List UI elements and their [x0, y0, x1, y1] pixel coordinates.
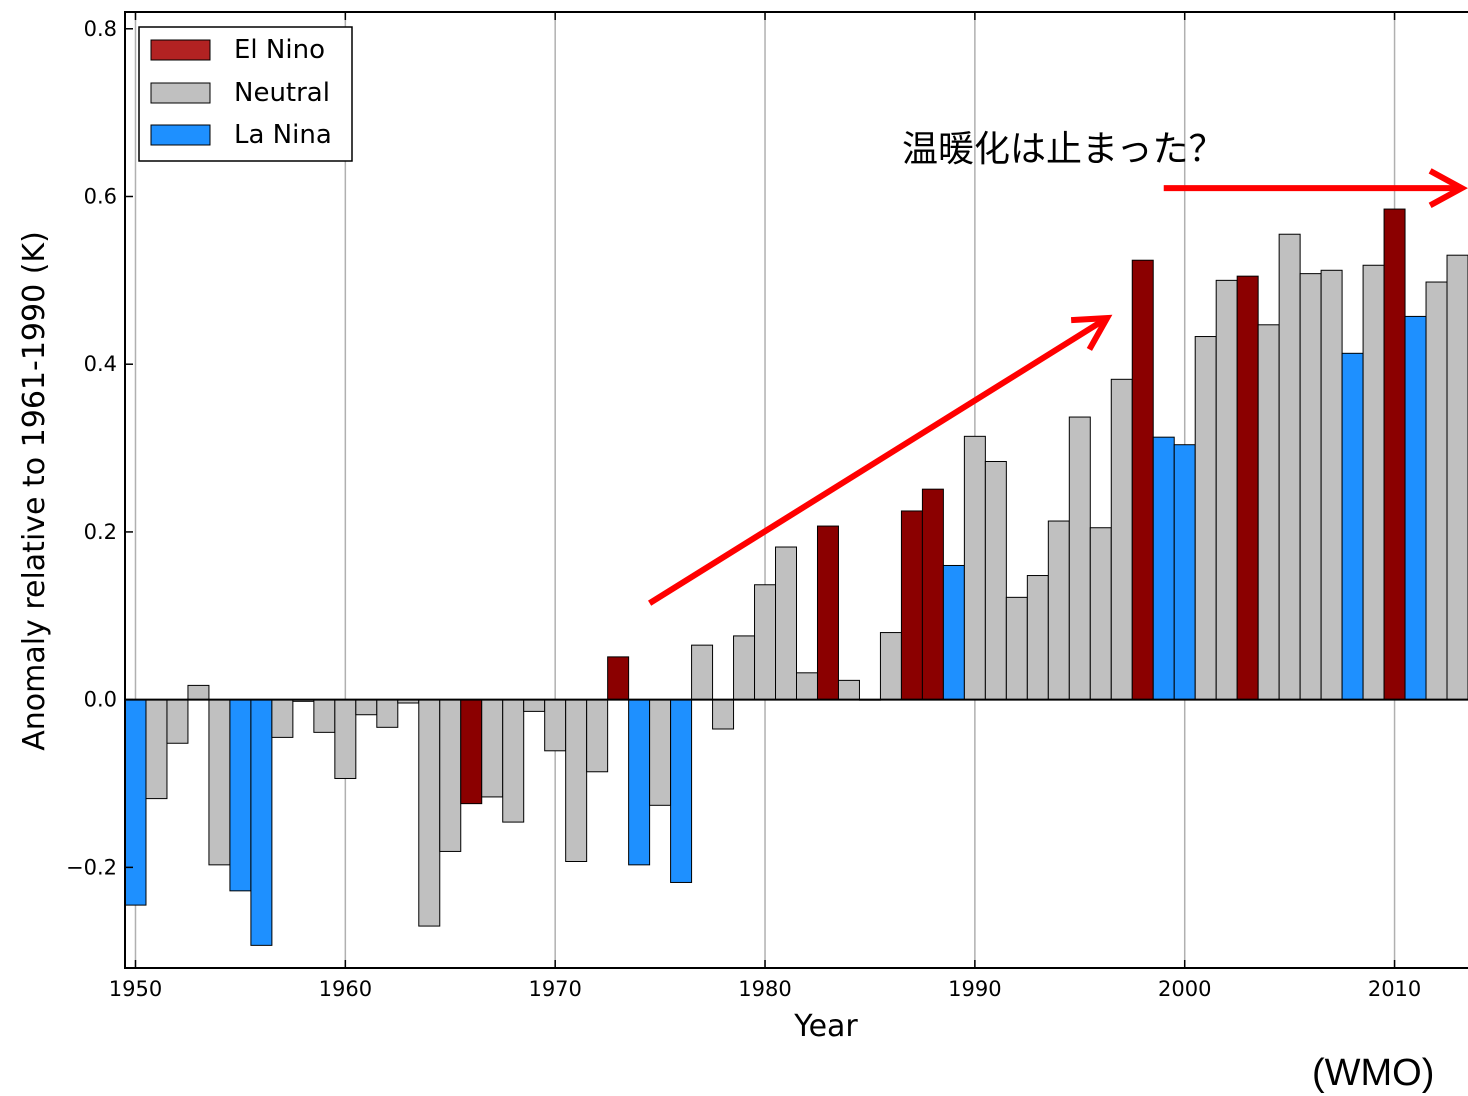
- bar-1972-neutral: [586, 699, 609, 773]
- bar-1969-neutral: [523, 699, 546, 712]
- bar-1984-neutral: [837, 679, 860, 701]
- bar-1973-el-nino: [607, 656, 630, 701]
- annotation-arrows: [648, 168, 1468, 606]
- bar-2012-neutral: [1425, 281, 1448, 701]
- bar-1982-neutral: [796, 672, 818, 701]
- bar-1997-neutral: [1110, 378, 1133, 701]
- bar-1950-la-nina: [124, 699, 147, 906]
- bar-1981-neutral: [775, 546, 797, 701]
- bar-2009-neutral: [1362, 264, 1385, 701]
- bar-1975-neutral: [649, 699, 672, 806]
- y-axis-label: Anomaly relative to 1961-1990 (K): [17, 231, 52, 751]
- bar-1951-neutral: [145, 699, 168, 800]
- bar-1956-la-nina: [250, 699, 273, 946]
- bar-2008-la-nina: [1341, 352, 1364, 701]
- legend-swatch-neutral: [150, 82, 211, 104]
- bar-1995-neutral: [1068, 416, 1091, 701]
- bar-2006-neutral: [1299, 273, 1322, 701]
- bar-2011-la-nina: [1404, 315, 1427, 701]
- x-tick-label-2000: 2000: [1158, 977, 1211, 1001]
- bar-1999-la-nina: [1152, 436, 1175, 701]
- source-label: (WMO): [1312, 1052, 1434, 1094]
- y-tick-label-2: 0.2: [84, 520, 117, 544]
- bars: [124, 208, 1468, 946]
- x-axis-label: Year: [793, 1009, 858, 1044]
- bar-1992-neutral: [1005, 596, 1028, 701]
- bar-1954-neutral: [208, 699, 231, 866]
- red-arrow-1: [648, 314, 1113, 606]
- x-axis-ticks: 1950 1960 1970 1980 1990 2000 2010: [109, 12, 1421, 1001]
- bar-1990-neutral: [963, 435, 986, 701]
- bar-1965-neutral: [439, 699, 462, 852]
- bar-1962-neutral: [376, 699, 399, 728]
- y-tick-label-4: 0.6: [84, 184, 117, 208]
- bar-1986-neutral: [879, 632, 902, 701]
- red-arrow-2: [1163, 168, 1468, 208]
- bar-1983-el-nino: [816, 525, 839, 701]
- legend-swatch-la-nina: [150, 124, 211, 146]
- bar-1970-neutral: [544, 699, 567, 752]
- y-axis-ticks: −0.2 0.0 0.2 0.4 0.6 0.8: [66, 17, 133, 879]
- bar-2000-la-nina: [1173, 444, 1196, 701]
- x-tick-label-1950: 1950: [109, 977, 162, 1001]
- bar-1991-neutral: [984, 460, 1007, 701]
- bar-1957-neutral: [271, 699, 294, 738]
- bar-1976-la-nina: [670, 699, 693, 883]
- bar-2007-neutral: [1320, 269, 1343, 701]
- annotation-warming-stopped: 温暖化は止まった？: [902, 129, 1225, 170]
- x-tick-label-2010: 2010: [1368, 977, 1421, 1001]
- y-tick-label-3: 0.4: [84, 352, 117, 376]
- x-tick-label-1990: 1990: [948, 977, 1001, 1001]
- bar-2003-el-nino: [1236, 275, 1259, 701]
- legend-label-neutral: Neutral: [234, 78, 330, 108]
- arrow-head-2: [1428, 168, 1468, 208]
- bar-1979-neutral: [733, 635, 756, 701]
- arrow-head-1: [1070, 314, 1113, 351]
- bar-1977-neutral: [691, 644, 714, 701]
- plot-frame: [124, 11, 1468, 969]
- bar-2001-neutral: [1194, 336, 1217, 701]
- bar-2004-neutral: [1257, 324, 1280, 701]
- bar-1989-la-nina: [942, 564, 965, 701]
- arrow-shaft-1: [648, 315, 1109, 606]
- bar-2002-neutral: [1215, 279, 1238, 701]
- bar-1971-neutral: [565, 699, 588, 862]
- bar-2010-el-nino: [1383, 208, 1406, 701]
- bar-1968-neutral: [502, 699, 525, 823]
- bar-1955-la-nina: [229, 699, 252, 892]
- bar-1996-neutral: [1089, 527, 1112, 701]
- bar-2005-neutral: [1278, 233, 1301, 701]
- legend: El Nino Neutral La Nina: [138, 26, 353, 162]
- bar-1953-neutral: [187, 684, 210, 701]
- bar-1998-el-nino: [1131, 259, 1154, 701]
- bar-1974-la-nina: [628, 699, 651, 866]
- bar-1978-neutral: [712, 699, 735, 730]
- bar-1980-neutral: [754, 584, 777, 701]
- bar-1961-neutral: [355, 699, 378, 716]
- x-tick-label-1960: 1960: [319, 977, 372, 1001]
- bar-1993-neutral: [1026, 575, 1049, 701]
- bar-1959-neutral: [313, 699, 336, 733]
- legend-swatch-el-nino: [150, 39, 211, 61]
- bar-1967-neutral: [481, 699, 504, 798]
- bar-1964-neutral: [418, 699, 441, 927]
- bar-1987-el-nino: [900, 510, 923, 701]
- legend-label-el-nino: El Nino: [234, 35, 325, 65]
- legend-label-la-nina: La Nina: [234, 120, 332, 150]
- bar-1952-neutral: [166, 699, 189, 744]
- bar-1966-el-nino: [460, 699, 483, 805]
- x-tick-label-1980: 1980: [738, 977, 791, 1001]
- bar-1994-neutral: [1047, 520, 1070, 701]
- x-tick-label-1970: 1970: [528, 977, 581, 1001]
- bar-1988-el-nino: [921, 488, 944, 701]
- y-tick-label-5: 0.8: [84, 17, 117, 41]
- y-tick-label-1: 0.0: [84, 688, 117, 712]
- bar-2013-neutral: [1446, 254, 1468, 701]
- y-tick-label-0: −0.2: [66, 855, 117, 879]
- bar-1960-neutral: [334, 699, 357, 779]
